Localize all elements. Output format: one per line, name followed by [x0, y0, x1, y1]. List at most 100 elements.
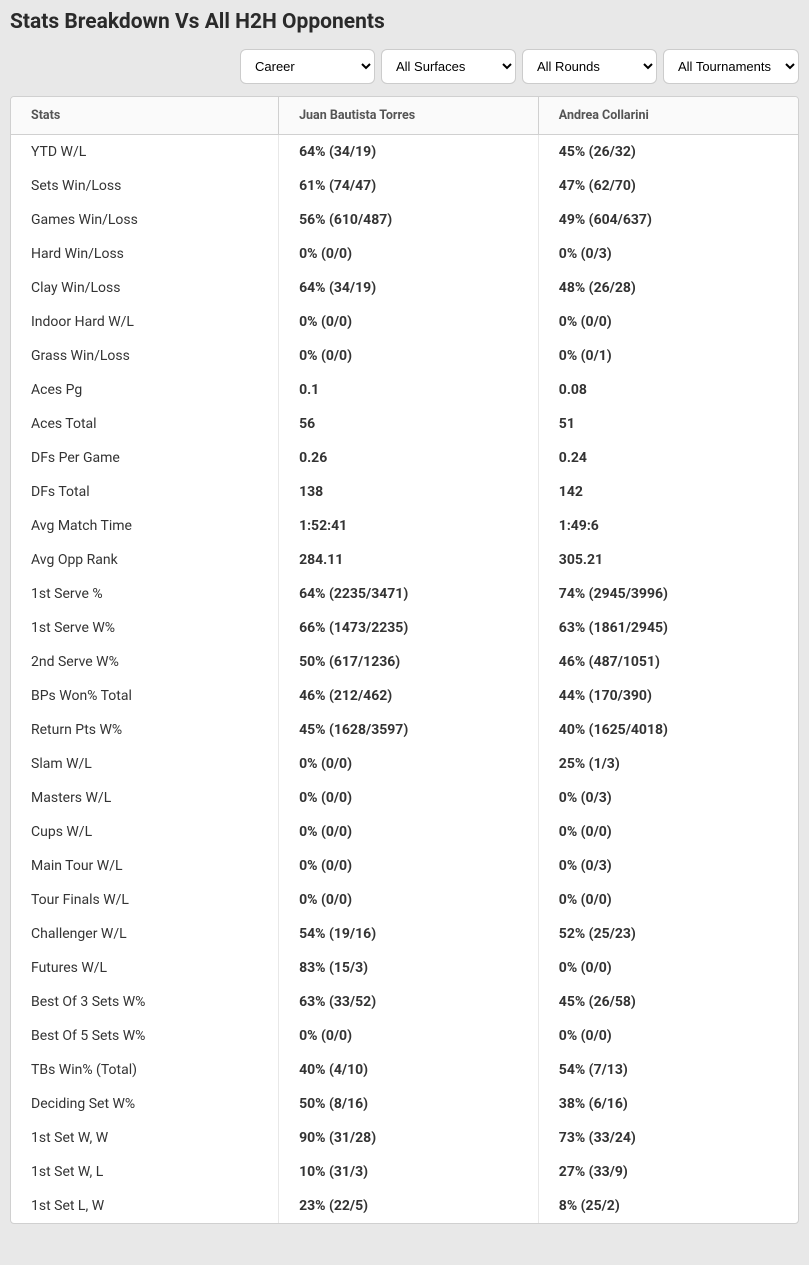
table-row: 1st Set W, W90% (31/28)73% (33/24)	[11, 1121, 798, 1155]
round-select[interactable]: All Rounds	[522, 49, 657, 84]
table-row: Futures W/L83% (15/3)0% (0/0)	[11, 951, 798, 985]
stat-value-player1: 83% (15/3)	[279, 951, 539, 985]
stat-value-player1: 284.11	[279, 543, 539, 577]
table-row: Grass Win/Loss0% (0/0)0% (0/1)	[11, 339, 798, 373]
stat-label: 1st Serve %	[11, 577, 279, 611]
stat-label: Main Tour W/L	[11, 849, 279, 883]
stat-value-player1: 0.1	[279, 373, 539, 407]
stat-value-player2: 74% (2945/3996)	[538, 577, 798, 611]
stat-value-player2: 45% (26/32)	[538, 135, 798, 170]
table-row: Games Win/Loss56% (610/487)49% (604/637)	[11, 203, 798, 237]
stat-label: Games Win/Loss	[11, 203, 279, 237]
table-row: Best Of 5 Sets W%0% (0/0)0% (0/0)	[11, 1019, 798, 1053]
stat-label: Aces Total	[11, 407, 279, 441]
stat-value-player2: 63% (1861/2945)	[538, 611, 798, 645]
stat-value-player1: 0% (0/0)	[279, 305, 539, 339]
stat-label: Hard Win/Loss	[11, 237, 279, 271]
period-select[interactable]: Career	[240, 49, 375, 84]
table-row: 1st Serve %64% (2235/3471)74% (2945/3996…	[11, 577, 798, 611]
table-row: 1st Set L, W23% (22/5)8% (25/2)	[11, 1189, 798, 1223]
table-row: DFs Total138142	[11, 475, 798, 509]
stat-value-player2: 8% (25/2)	[538, 1189, 798, 1223]
col-header-stats: Stats	[11, 97, 279, 135]
stat-value-player2: 0% (0/3)	[538, 781, 798, 815]
stat-value-player1: 23% (22/5)	[279, 1189, 539, 1223]
stat-value-player2: 40% (1625/4018)	[538, 713, 798, 747]
filter-bar: Career All Surfaces All Rounds All Tourn…	[10, 49, 799, 84]
table-row: Avg Match Time1:52:411:49:6	[11, 509, 798, 543]
table-row: Aces Total5651	[11, 407, 798, 441]
table-row: YTD W/L64% (34/19)45% (26/32)	[11, 135, 798, 170]
table-row: Tour Finals W/L0% (0/0)0% (0/0)	[11, 883, 798, 917]
stat-label: Aces Pg	[11, 373, 279, 407]
stat-value-player1: 54% (19/16)	[279, 917, 539, 951]
stat-value-player2: 46% (487/1051)	[538, 645, 798, 679]
tournament-select[interactable]: All Tournaments	[663, 49, 799, 84]
table-row: BPs Won% Total46% (212/462)44% (170/390)	[11, 679, 798, 713]
table-row: 2nd Serve W%50% (617/1236)46% (487/1051)	[11, 645, 798, 679]
table-row: Best Of 3 Sets W%63% (33/52)45% (26/58)	[11, 985, 798, 1019]
stat-value-player2: 0% (0/1)	[538, 339, 798, 373]
stat-value-player2: 1:49:6	[538, 509, 798, 543]
stat-value-player1: 0% (0/0)	[279, 1019, 539, 1053]
table-row: 1st Serve W%66% (1473/2235)63% (1861/294…	[11, 611, 798, 645]
stat-value-player1: 0% (0/0)	[279, 815, 539, 849]
table-row: Main Tour W/L0% (0/0)0% (0/3)	[11, 849, 798, 883]
surface-select[interactable]: All Surfaces	[381, 49, 516, 84]
stat-value-player2: 0% (0/0)	[538, 951, 798, 985]
stat-value-player2: 0% (0/0)	[538, 883, 798, 917]
stat-value-player1: 0.26	[279, 441, 539, 475]
table-header-row: Stats Juan Bautista Torres Andrea Collar…	[11, 97, 798, 135]
table-row: Deciding Set W%50% (8/16)38% (6/16)	[11, 1087, 798, 1121]
stat-label: Futures W/L	[11, 951, 279, 985]
stat-value-player2: 142	[538, 475, 798, 509]
stat-label: TBs Win% (Total)	[11, 1053, 279, 1087]
stat-value-player2: 45% (26/58)	[538, 985, 798, 1019]
stat-value-player2: 305.21	[538, 543, 798, 577]
stat-value-player1: 0% (0/0)	[279, 781, 539, 815]
stat-value-player1: 10% (31/3)	[279, 1155, 539, 1189]
table-row: Slam W/L0% (0/0)25% (1/3)	[11, 747, 798, 781]
stat-value-player1: 50% (8/16)	[279, 1087, 539, 1121]
stat-value-player1: 0% (0/0)	[279, 339, 539, 373]
stat-value-player2: 25% (1/3)	[538, 747, 798, 781]
stat-value-player1: 50% (617/1236)	[279, 645, 539, 679]
stat-value-player1: 45% (1628/3597)	[279, 713, 539, 747]
stat-label: Slam W/L	[11, 747, 279, 781]
stat-label: Sets Win/Loss	[11, 169, 279, 203]
stat-label: 1st Set W, L	[11, 1155, 279, 1189]
stat-value-player2: 52% (25/23)	[538, 917, 798, 951]
stat-label: Cups W/L	[11, 815, 279, 849]
stat-value-player1: 64% (2235/3471)	[279, 577, 539, 611]
stat-value-player1: 46% (212/462)	[279, 679, 539, 713]
stat-value-player2: 0% (0/3)	[538, 237, 798, 271]
stat-value-player2: 44% (170/390)	[538, 679, 798, 713]
stat-label: Masters W/L	[11, 781, 279, 815]
table-row: Clay Win/Loss64% (34/19)48% (26/28)	[11, 271, 798, 305]
table-row: Challenger W/L54% (19/16)52% (25/23)	[11, 917, 798, 951]
stat-value-player1: 0% (0/0)	[279, 237, 539, 271]
table-row: Indoor Hard W/L0% (0/0)0% (0/0)	[11, 305, 798, 339]
stat-label: 1st Set W, W	[11, 1121, 279, 1155]
stat-value-player2: 51	[538, 407, 798, 441]
stat-value-player2: 38% (6/16)	[538, 1087, 798, 1121]
stat-label: Return Pts W%	[11, 713, 279, 747]
stat-value-player1: 56% (610/487)	[279, 203, 539, 237]
stat-value-player2: 0% (0/3)	[538, 849, 798, 883]
table-row: Avg Opp Rank284.11305.21	[11, 543, 798, 577]
table-row: Return Pts W%45% (1628/3597)40% (1625/40…	[11, 713, 798, 747]
stats-table-wrapper: Stats Juan Bautista Torres Andrea Collar…	[10, 96, 799, 1224]
stat-label: BPs Won% Total	[11, 679, 279, 713]
col-header-player2: Andrea Collarini	[538, 97, 798, 135]
stat-label: 1st Set L, W	[11, 1189, 279, 1223]
stat-label: Avg Match Time	[11, 509, 279, 543]
table-row: 1st Set W, L10% (31/3)27% (33/9)	[11, 1155, 798, 1189]
stat-value-player2: 0.08	[538, 373, 798, 407]
table-row: Cups W/L0% (0/0)0% (0/0)	[11, 815, 798, 849]
col-header-player1: Juan Bautista Torres	[279, 97, 539, 135]
stat-value-player1: 0% (0/0)	[279, 883, 539, 917]
stat-label: 2nd Serve W%	[11, 645, 279, 679]
stat-label: Best Of 3 Sets W%	[11, 985, 279, 1019]
stat-value-player2: 48% (26/28)	[538, 271, 798, 305]
stat-value-player1: 61% (74/47)	[279, 169, 539, 203]
